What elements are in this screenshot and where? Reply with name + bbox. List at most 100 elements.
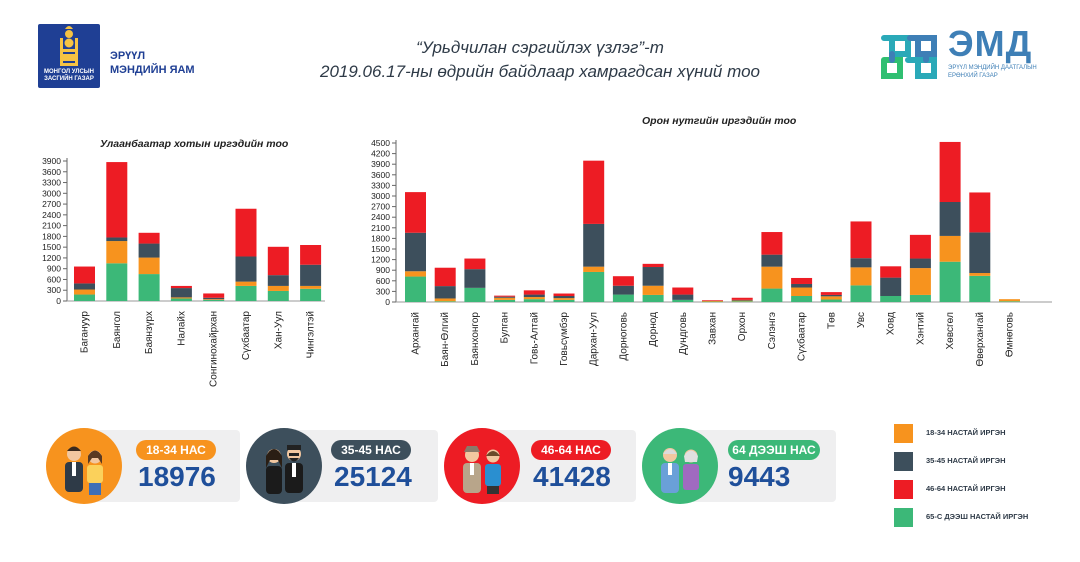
rural-bar-segment [642,285,664,295]
ub-category-label: Чингэлтэй [306,311,317,358]
rural-bar-segment [702,301,723,303]
age-label-64-plus: 64 ДЭЭШ НАС [728,440,820,460]
rural-y-tick-label: 0 [385,297,390,307]
rural-bar-segment [523,294,545,298]
rural-bar-segment [791,277,813,284]
rural-bar-segment [494,295,516,297]
ub-y-tick-label: 2400 [42,210,61,220]
ministry-line1: ЭРҮҮЛ [110,50,146,62]
emd-subtitle: ЭРҮҮЛ МЭНДИЙН ДААТГАЛЫН ЕРӨНХИЙ ГАЗАР [948,64,1058,80]
ub-bar-segment [138,257,160,275]
rural-bar-segment [405,271,426,277]
rural-category-label: Завхан [708,312,719,345]
ub-bar-segment [106,237,128,242]
ub-bar-segment [235,256,257,282]
title-line2: 2019.06.17-ны өдрийн байдлаар хамрагдсан… [320,62,760,81]
rural-bar-segment [553,293,575,296]
legend-swatch-46-64 [894,480,913,499]
rural-y-tick-label: 3600 [371,170,390,180]
rural-bar-segment [434,301,456,302]
rural-bar-segment [612,285,634,295]
rural-y-tick-label: 3900 [371,159,390,169]
ub-y-tick-label: 1200 [42,253,61,263]
ub-bar-segment [300,245,322,265]
ub-bar-segment [106,162,128,238]
rural-bar-segment [761,266,783,289]
rural-category-label: Дорнод [648,312,659,347]
rural-bar-segment [434,298,456,302]
rural-bar-segment [672,287,694,295]
rural-bar-segment [969,273,991,276]
ub-bar-segment [74,283,95,290]
rural-category-label: Увс [856,312,867,328]
rural-category-label: Булган [500,312,511,343]
rural-bar-segment [494,297,516,300]
rural-bar-segment [583,223,605,267]
rural-category-label: Дорноговь [618,312,629,361]
age-label-35-45: 35-45 НАС [331,440,411,460]
ub-bar-segment [106,241,128,264]
ub-category-label: Налайх [176,311,187,346]
government-emblem-logo: МОНГОЛ УЛСЫН ЗАСГИЙН ГАЗАР [38,24,100,88]
rural-bar-segment [731,301,753,302]
rural-bar-segment [642,267,664,286]
rural-category-label: Говь-Алтай [529,312,540,364]
rural-bar-segment [909,268,931,295]
rural-bar-segment [969,192,991,233]
rural-category-label: Хөвсгөл [945,312,956,350]
rural-bar-segment [880,295,902,302]
rural-bar-segment [850,221,872,259]
rural-bar-segment [494,296,516,298]
count-18-34: 18976 [138,461,216,492]
rural-category-label: Төв [826,312,837,329]
logo-org-line1: МОНГОЛ УЛСЫН [44,69,94,75]
ub-bar-segment [203,299,225,301]
rural-bar-segment [909,234,931,259]
rural-bar-segment [494,299,516,302]
rural-bar-segment [702,300,723,302]
rural-bar-segment [761,254,783,267]
rural-bar-segment [820,296,842,300]
rural-y-tick-label: 300 [376,286,390,296]
ub-y-tick-label: 3300 [42,178,61,188]
rural-bar-segment [820,299,842,302]
ub-category-label: Багануур [80,311,91,354]
rural-bar-segment [523,297,545,300]
ub-bar-segment [106,263,128,301]
rural-bar-segment [405,276,426,302]
rural-bar-segment [820,294,842,297]
ub-y-tick-label: 3900 [42,156,61,166]
ub-bar-segment [203,297,225,300]
young-couple-icon [46,428,122,504]
rural-chart-title: Орон нутгийн иргэдийн тоо [642,115,797,127]
rural-y-tick-label: 600 [376,276,390,286]
rural-bar-segment [939,261,961,302]
rural-category-label: Өвөрхангай [975,312,986,367]
rural-category-label: Баянхонгор [470,312,481,366]
rural-y-tick-label: 1800 [371,233,390,243]
rural-bar-segment [672,294,694,300]
ub-bar-segment [235,208,257,257]
rural-bar-segment [434,267,456,287]
ub-y-tick-label: 300 [47,285,61,295]
rural-bar-segment [642,294,664,302]
rural-bar-segment [434,286,456,299]
count-35-45: 25124 [334,461,412,492]
ub-y-tick-label: 2700 [42,199,61,209]
rural-bar-segment [731,297,753,300]
ub-bar-segment [267,246,289,276]
legend-label-18-34: 18-34 НАСТАЙ ИРГЭН [926,428,1006,437]
ub-y-tick-label: 3600 [42,167,61,177]
rural-bar-segment [791,283,813,288]
rural-bar-segment [939,141,961,203]
rural-bar-segment [850,258,872,268]
ub-category-label: Баянзүрх [144,311,155,354]
rural-bar-segment [791,287,813,296]
rural-category-label: Дундговь [678,312,689,355]
rural-bar-segment [761,232,783,255]
legend-label-46-64: 46-64 НАСТАЙ ИРГЭН [926,484,1006,493]
rural-bar-segment [464,258,486,270]
rural-category-label: Ховд [886,312,897,335]
